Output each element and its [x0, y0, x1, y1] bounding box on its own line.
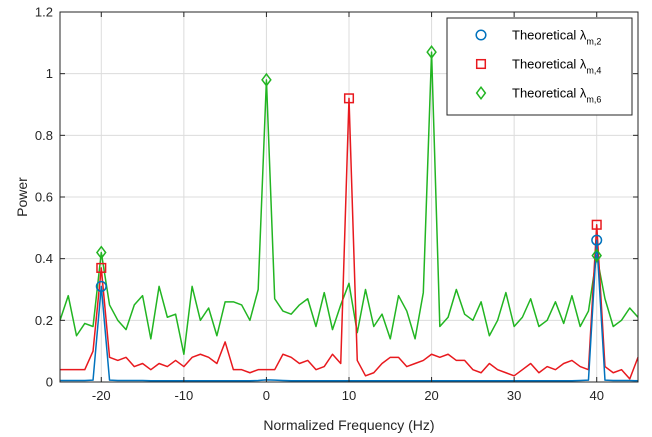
- data-marker-square: [96, 262, 107, 273]
- y-tick-label: 0.2: [35, 313, 53, 328]
- y-tick-label: 0.8: [35, 128, 53, 143]
- legend-entry-subscript: m,6: [586, 95, 601, 105]
- x-tick-label: 30: [507, 388, 521, 403]
- data-marker-circle: [95, 280, 107, 292]
- legend-marker-diamond: [475, 85, 487, 101]
- data-marker-circle: [591, 234, 603, 246]
- y-tick-label: 0.4: [35, 251, 53, 266]
- y-axis-label: Power: [14, 177, 30, 217]
- y-axis-ticks: 0 0.2 0.4 0.6 0.8 1 1.2: [35, 5, 638, 390]
- series-line-square: [60, 97, 639, 380]
- data-marker-square: [343, 93, 355, 104]
- marker-layer: [95, 45, 603, 292]
- legend-marker-circle: [475, 29, 487, 41]
- legend-entry-subscript: m,4: [586, 66, 601, 76]
- y-tick-label: 0.6: [35, 190, 53, 205]
- x-tick-label: 20: [424, 388, 438, 403]
- legend-entry-subscript: m,2: [586, 37, 601, 47]
- data-marker-diamond: [426, 45, 437, 60]
- y-tick-label: 0: [46, 375, 53, 390]
- x-tick-label: -10: [174, 388, 193, 403]
- x-tick-label: -20: [92, 388, 111, 403]
- y-tick-label: 1: [46, 66, 53, 81]
- legend-entry-label: Theoretical λm,4: [512, 57, 601, 76]
- x-tick-label: 0: [263, 388, 270, 403]
- legend-entry-label: Theoretical λm,2: [512, 28, 601, 47]
- legend-marker-square: [475, 58, 487, 70]
- x-axis-ticks: -20 -10 0 10 20 30 40: [92, 12, 604, 403]
- x-tick-label: 40: [589, 388, 603, 403]
- y-tick-label: 1.2: [35, 5, 53, 20]
- x-tick-label: 10: [342, 388, 356, 403]
- data-marker-square: [591, 219, 602, 230]
- legend-entry-text: Theoretical λ: [512, 28, 587, 43]
- data-marker-diamond: [95, 245, 107, 260]
- legend-entry-label: Theoretical λm,6: [512, 86, 601, 105]
- legend-entry-text: Theoretical λ: [512, 86, 587, 101]
- x-axis-label: Normalized Frequency (Hz): [263, 417, 434, 433]
- legend-box: [446, 17, 633, 116]
- data-marker-diamond: [591, 248, 603, 263]
- data-marker-diamond: [261, 72, 272, 87]
- legend-entry-text: Theoretical λ: [512, 57, 587, 72]
- series-line-diamond: [59, 51, 639, 355]
